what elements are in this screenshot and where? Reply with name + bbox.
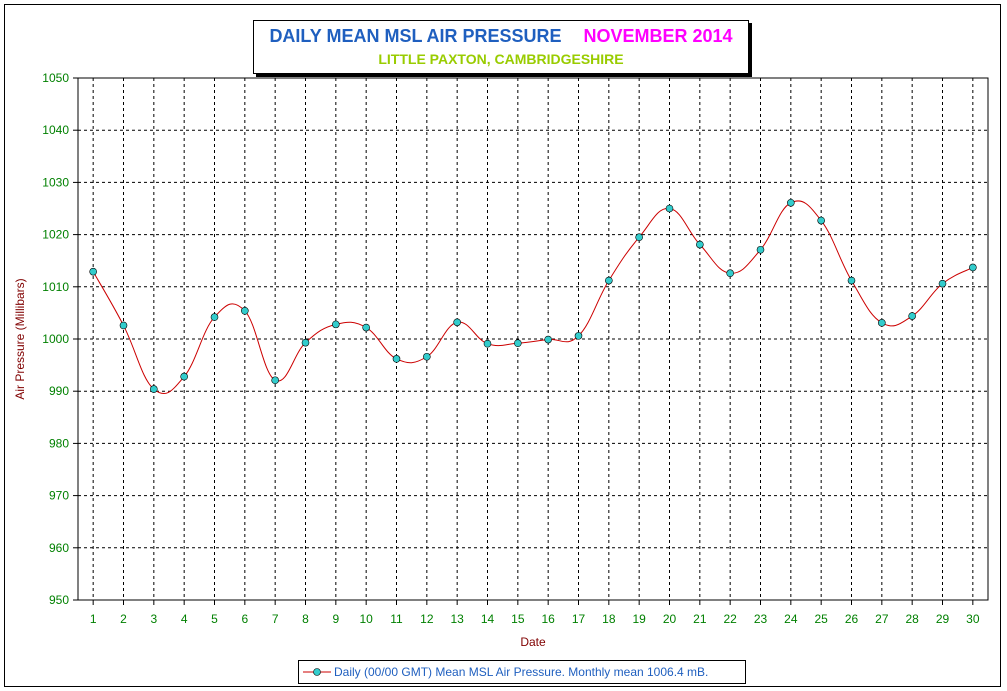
x-tick-label: 5 — [211, 612, 218, 626]
x-tick-label: 11 — [390, 612, 403, 626]
data-point — [756, 245, 765, 254]
y-tick-label: 1050 — [42, 71, 69, 85]
y-tick-label: 1010 — [42, 280, 69, 294]
y-tick-label: 990 — [49, 384, 69, 398]
x-tick-label: 14 — [481, 612, 495, 626]
data-point — [180, 372, 188, 381]
data-point — [969, 263, 977, 272]
y-axis-ticks: 950 960 970 980 990 1000 1010 1020 1030 1040 1050 — [42, 71, 78, 607]
data-point — [89, 267, 97, 276]
data-point — [665, 204, 674, 213]
data-point — [301, 338, 310, 347]
data-point — [635, 233, 643, 242]
x-tick-label: 19 — [632, 612, 646, 626]
y-tick-label: 1000 — [42, 332, 69, 346]
x-tick-label: 1 — [90, 612, 97, 626]
x-tick-label: 3 — [150, 612, 157, 626]
x-tick-label: 6 — [241, 612, 248, 626]
chart-subtitle: LITTLE PAXTON, CAMBRIDGESHIRE — [378, 51, 624, 67]
x-tick-label: 9 — [332, 612, 339, 626]
chart-title: DAILY MEAN MSL AIR PRESSURE — [269, 26, 562, 46]
data-point — [574, 332, 583, 340]
x-tick-label: 28 — [905, 612, 919, 626]
data-point — [241, 307, 249, 315]
data-point — [696, 240, 704, 249]
x-tick-label: 21 — [693, 612, 707, 626]
x-tick-label: 4 — [181, 612, 188, 626]
y-tick-label: 970 — [49, 489, 69, 503]
y-tick-label: 980 — [49, 436, 69, 450]
x-axis-label: Date — [520, 635, 546, 649]
y-tick-label: 950 — [49, 593, 69, 607]
x-tick-label: 24 — [784, 612, 798, 626]
x-tick-label: 17 — [572, 612, 586, 626]
y-tick-label: 1040 — [42, 123, 69, 137]
data-point — [423, 352, 431, 361]
data-point — [514, 339, 522, 347]
data-point — [938, 279, 947, 288]
data-point — [483, 339, 492, 348]
x-tick-label: 20 — [663, 612, 677, 626]
data-point — [908, 312, 916, 320]
data-point — [605, 276, 613, 285]
x-tick-label: 10 — [359, 612, 373, 626]
data-point — [332, 320, 340, 329]
y-axis-label: Air Pressure (Millibars) — [13, 278, 27, 399]
legend-swatch — [303, 668, 331, 676]
x-tick-label: 27 — [875, 612, 889, 626]
x-tick-label: 25 — [814, 612, 828, 626]
series-line — [92, 200, 974, 394]
data-point — [362, 323, 370, 332]
data-point — [119, 321, 128, 330]
x-tick-label: 13 — [450, 612, 464, 626]
x-tick-label: 7 — [272, 612, 279, 626]
x-tick-label: 18 — [602, 612, 616, 626]
data-point — [392, 355, 401, 363]
x-tick-label: 30 — [966, 612, 980, 626]
data-point — [878, 319, 886, 327]
data-point — [787, 198, 795, 207]
x-tick-label: 22 — [723, 612, 737, 626]
x-axis-ticks: 1 2 3 4 5 6 7 8 9 10 11 12 13 14 15 16 17 18 19 20 21 22 23 24 2… — [90, 600, 980, 626]
data-point — [847, 276, 856, 285]
data-point — [817, 216, 825, 225]
x-tick-label: 16 — [541, 612, 555, 626]
data-point — [210, 313, 219, 321]
x-tick-label: 29 — [936, 612, 950, 626]
y-tick-label: 1020 — [42, 228, 69, 242]
x-tick-label: 8 — [302, 612, 309, 626]
x-tick-label: 12 — [420, 612, 434, 626]
x-tick-label: 15 — [511, 612, 525, 626]
data-point — [271, 376, 279, 385]
data-point — [726, 269, 734, 278]
x-tick-label: 26 — [845, 612, 859, 626]
data-point — [150, 385, 158, 393]
legend-entry: Daily (00/00 GMT) Mean MSL Air Pressure.… — [334, 665, 709, 679]
series-markers — [89, 198, 977, 393]
y-tick-label: 1030 — [42, 175, 69, 189]
grid-lines — [78, 78, 988, 600]
chart-title-box: DAILY MEAN MSL AIR PRESSURE NOVEMBER 2014… — [253, 20, 749, 74]
data-point — [453, 318, 461, 327]
x-tick-label: 23 — [754, 612, 768, 626]
chart-title-month: NOVEMBER 2014 — [583, 26, 733, 46]
y-tick-label: 960 — [49, 541, 69, 555]
x-tick-label: 2 — [120, 612, 127, 626]
legend: Daily (00/00 GMT) Mean MSL Air Pressure.… — [298, 660, 746, 684]
data-point — [544, 335, 552, 344]
